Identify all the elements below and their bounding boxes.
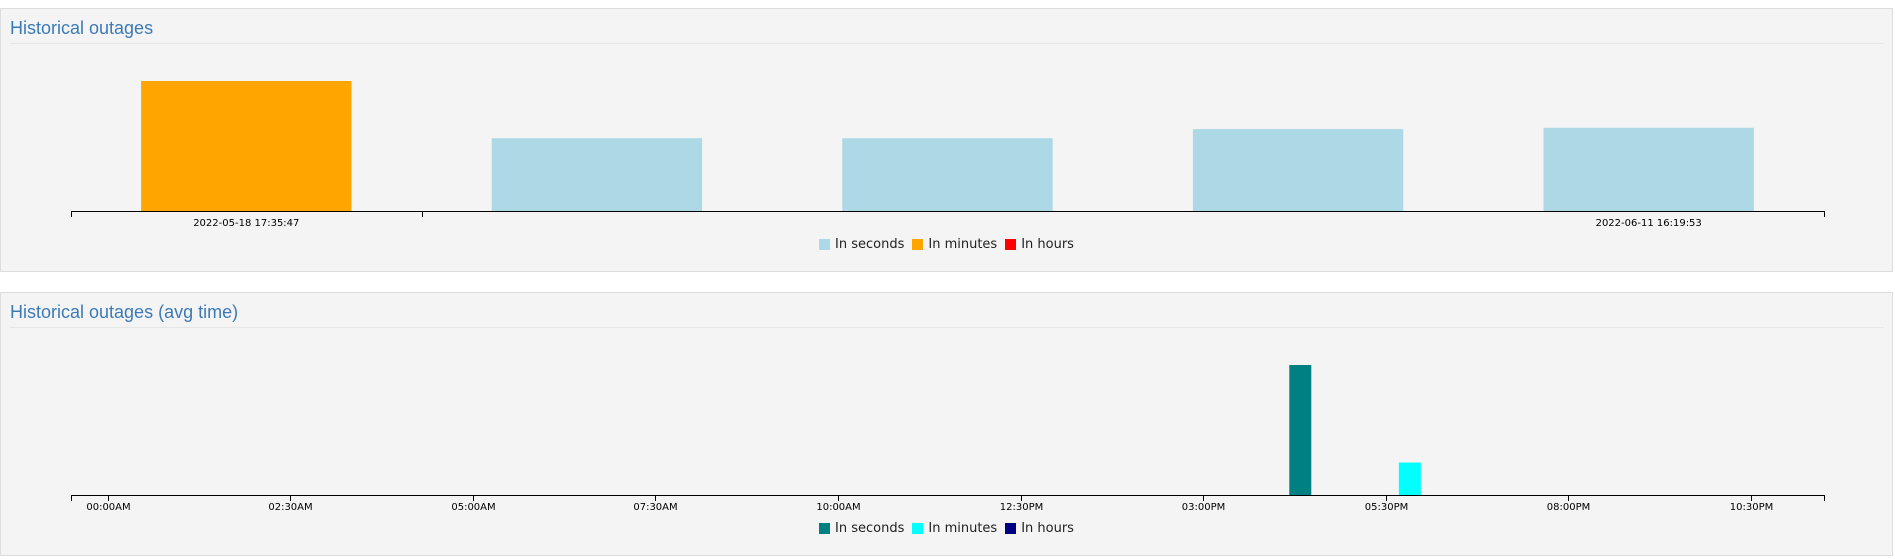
x-tick-label: 2022-06-11 16:19:53 [1596,218,1702,229]
bar[interactable] [842,138,1053,211]
x-tick-label: 10:00AM [816,502,860,513]
bar[interactable] [1289,365,1312,495]
legend-swatch [819,238,831,250]
chart-legend: In seconds In minutes In hours [1,520,1892,536]
outages-bar-chart: 2022-05-18 17:35:47 2022-06-11 16:19:53 [71,81,1825,229]
legend-label: In seconds [835,236,905,252]
legend-label: In minutes [928,236,998,252]
chart-legend: In seconds In minutes In hours [1,236,1892,252]
x-tick-label: 07:30AM [633,502,677,513]
legend-swatch [819,522,831,534]
legend-swatch [1005,238,1017,250]
title-divider [10,327,1884,328]
x-tick-label: 03:00PM [1182,502,1225,513]
bar[interactable] [1398,462,1421,496]
bar[interactable] [491,138,703,211]
bar[interactable] [1192,129,1404,211]
historical-outages-avg-panel: Historical outages (avg time) 00:00AM 02:… [0,292,1893,556]
legend-label: In hours [1021,236,1074,252]
x-tick-label: 02:30AM [268,502,312,513]
bar[interactable] [1543,127,1754,211]
legend-item[interactable]: In hours [1005,521,1074,536]
legend-item[interactable]: In minutes [912,237,997,252]
legend-item[interactable]: In seconds [819,237,904,252]
x-tick-label: 08:00PM [1547,502,1590,513]
legend-swatch [912,522,924,534]
x-tick-label: 05:00AM [451,502,495,513]
x-tick-label: 10:30PM [1730,502,1773,513]
legend-swatch [1005,522,1017,534]
legend-label: In hours [1021,520,1074,536]
x-tick-label: 2022-05-18 17:35:47 [193,218,299,229]
bar[interactable] [141,81,352,211]
x-tick-label: 05:30PM [1365,502,1408,513]
panel-title: Historical outages [10,18,154,38]
title-divider [10,43,1884,44]
historical-outages-panel: Historical outages 2022-05-18 17:35:47 20… [0,8,1893,272]
outages-avg-time-chart: 00:00AM 02:30AM 05:00AM 07:30AM 10:00AM 12:30… [71,365,1825,513]
legend-swatch [912,238,924,250]
panel-title: Historical outages (avg time) [10,302,239,322]
x-tick-label: 12:30PM [1000,502,1043,513]
legend-item[interactable]: In hours [1005,237,1074,252]
legend-item[interactable]: In minutes [912,521,997,536]
legend-label: In seconds [835,520,905,536]
x-tick-label: 00:00AM [86,502,130,513]
legend-item[interactable]: In seconds [819,521,904,536]
legend-label: In minutes [928,520,998,536]
